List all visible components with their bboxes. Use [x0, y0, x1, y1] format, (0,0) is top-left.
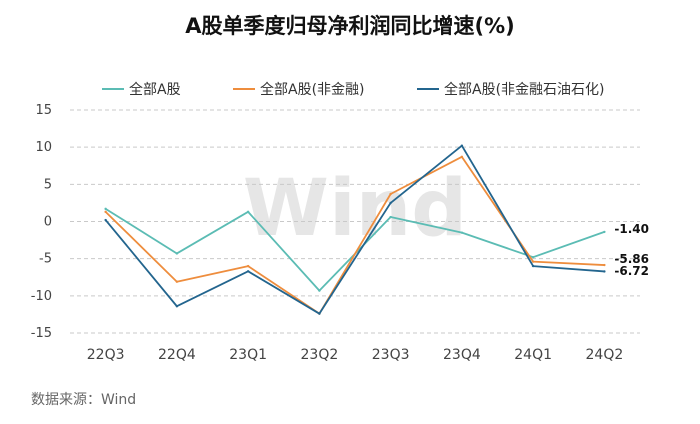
x-tick-label: 23Q3	[372, 347, 410, 363]
grid-lines	[70, 109, 640, 334]
x-tick-label: 24Q1	[514, 347, 552, 363]
series-lines	[104, 144, 606, 315]
data-point	[246, 270, 250, 273]
watermark: Wind	[243, 164, 467, 254]
y-tick-label: 5	[44, 177, 52, 192]
chart-title: A股单季度归母净利润同比增速(%)	[185, 14, 515, 38]
y-tick-label: -5	[39, 252, 52, 267]
data-point	[603, 270, 606, 273]
data-point	[389, 215, 392, 219]
y-tick-label: 10	[35, 140, 52, 155]
end-value-label: -5.86	[614, 252, 649, 266]
data-point	[246, 264, 250, 268]
data-point	[460, 144, 464, 147]
data-point	[603, 230, 606, 234]
legend: 全部A股 全部A股(非金融) 全部A股(非金融石油石化)	[102, 81, 605, 98]
x-tick-label: 22Q3	[87, 347, 125, 363]
data-point	[246, 210, 250, 214]
end-labels: -1.40 -5.86-6.72	[614, 222, 649, 278]
y-axis-ticks: 15 10 5 0 -5 -10 -15	[31, 103, 52, 341]
y-tick-label: -15	[31, 326, 52, 341]
y-tick-label: 0	[44, 215, 52, 230]
legend-label: 全部A股(非金融)	[260, 81, 365, 98]
data-point	[389, 201, 392, 205]
source-note: 数据来源：Wind	[31, 392, 136, 408]
data-point	[460, 231, 464, 234]
data-point	[531, 260, 535, 263]
data-point	[531, 255, 535, 259]
data-point	[104, 207, 107, 211]
data-point	[104, 210, 107, 214]
data-point	[460, 155, 464, 159]
data-point	[389, 192, 392, 196]
legend-label: 全部A股(非金融石油石化)	[444, 81, 605, 98]
x-tick-label: 22Q4	[158, 347, 196, 363]
y-tick-label: 15	[35, 103, 52, 118]
x-tick-label: 24Q2	[586, 347, 624, 363]
series-line	[104, 155, 605, 315]
data-point	[175, 305, 179, 308]
data-point	[531, 264, 535, 268]
x-tick-label: 23Q2	[301, 347, 339, 363]
data-point	[318, 289, 321, 292]
end-value-label: -6.72	[614, 264, 649, 278]
data-point	[603, 263, 606, 267]
end-value-label: -1.40	[614, 222, 649, 236]
data-point	[175, 252, 179, 255]
x-axis-ticks: 22Q3 22Q4 23Q1 23Q2 23Q3 23Q4 24Q1 24Q2	[87, 347, 624, 363]
data-point	[318, 312, 321, 315]
x-tick-label: 23Q1	[229, 347, 267, 363]
legend-label: 全部A股	[129, 81, 181, 98]
data-point	[175, 280, 179, 283]
y-tick-label: -10	[31, 289, 52, 304]
data-point	[104, 218, 107, 222]
series-line	[104, 144, 605, 315]
x-tick-label: 23Q4	[443, 347, 481, 363]
